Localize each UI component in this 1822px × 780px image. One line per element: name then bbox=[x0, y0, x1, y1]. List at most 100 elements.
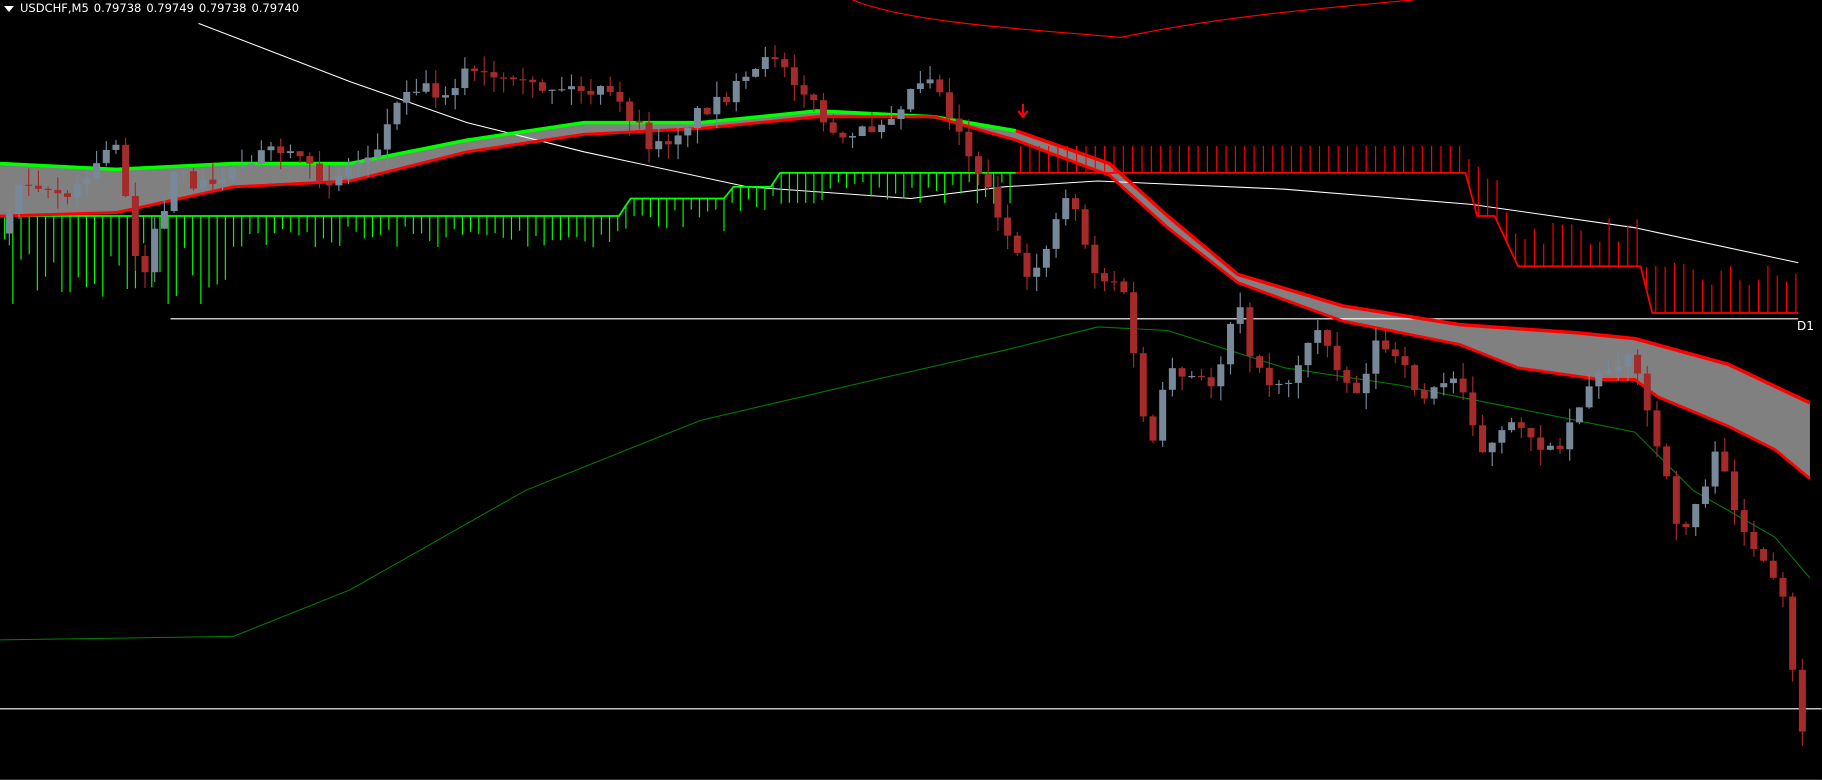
bear-candle bbox=[1197, 375, 1205, 378]
long-moving-average bbox=[0, 326, 1811, 641]
bear-candle bbox=[34, 185, 42, 189]
bear-candle bbox=[839, 132, 847, 138]
bull-candle bbox=[1188, 375, 1196, 378]
bull-candle bbox=[1372, 340, 1380, 374]
bear-candle bbox=[781, 59, 789, 68]
bear-candle bbox=[1682, 523, 1690, 528]
bear-candle bbox=[44, 188, 52, 190]
bull-candle bbox=[73, 184, 81, 197]
bull-candle bbox=[5, 214, 13, 234]
sell-arrow-icon bbox=[1017, 103, 1029, 119]
bear-candle bbox=[626, 101, 634, 121]
bull-candle bbox=[916, 83, 924, 90]
bull-candle bbox=[1440, 383, 1448, 388]
bear-candle bbox=[819, 100, 827, 123]
bear-candle bbox=[480, 71, 488, 73]
bear-candle bbox=[1323, 330, 1331, 346]
bear-candle bbox=[296, 151, 304, 157]
bull-candle bbox=[151, 228, 159, 273]
chart-header: USDCHF,M5 0.79738 0.79749 0.79738 0.79740 bbox=[4, 1, 304, 15]
bull-candle bbox=[858, 126, 866, 137]
bear-candle bbox=[1634, 354, 1642, 374]
bear-candle bbox=[1459, 378, 1467, 393]
bull-candle bbox=[403, 91, 411, 103]
bull-candle bbox=[548, 89, 556, 91]
bear-candle bbox=[1769, 560, 1777, 578]
bear-candle bbox=[1420, 390, 1428, 399]
bull-candle bbox=[451, 88, 459, 96]
bull-candle bbox=[655, 141, 663, 150]
bull-candle bbox=[102, 149, 110, 164]
bear-candle bbox=[577, 86, 585, 91]
dropdown-triangle-icon[interactable] bbox=[4, 5, 14, 12]
bear-candle bbox=[509, 77, 517, 80]
bull-candle bbox=[1227, 323, 1235, 365]
bear-candle bbox=[936, 79, 944, 93]
bull-candle bbox=[1488, 442, 1496, 453]
bull-candle bbox=[1546, 445, 1554, 450]
close-value: 0.79740 bbox=[251, 1, 300, 15]
cloud-upper-edge-bull bbox=[0, 109, 1017, 172]
bull-candle bbox=[1711, 451, 1719, 487]
bear-candle bbox=[771, 57, 779, 60]
symbol-label: USDCHF,M5 bbox=[20, 1, 89, 15]
bear-candle bbox=[1469, 392, 1477, 426]
bull-candle bbox=[1217, 364, 1225, 387]
bull-candle bbox=[1294, 365, 1302, 383]
bull-candle bbox=[558, 89, 566, 91]
bull-candle bbox=[849, 136, 857, 138]
bull-candle bbox=[257, 150, 265, 164]
bull-candle bbox=[461, 68, 469, 89]
bear-candle bbox=[1023, 252, 1031, 277]
upper-channel-line bbox=[852, 0, 1413, 38]
bear-candle bbox=[868, 126, 876, 132]
support-stepline bbox=[0, 171, 1016, 217]
bull-candle bbox=[267, 146, 275, 151]
bear-candle bbox=[538, 82, 546, 91]
bear-candle bbox=[606, 86, 614, 92]
bull-candle bbox=[674, 135, 682, 145]
bull-candle bbox=[160, 211, 168, 229]
bull-candle bbox=[238, 165, 246, 168]
bull-candle bbox=[693, 108, 701, 129]
bull-candle bbox=[1062, 198, 1070, 220]
bear-candle bbox=[1479, 425, 1487, 453]
bull-candle bbox=[1159, 389, 1167, 441]
bear-candle bbox=[1391, 349, 1399, 357]
bull-candle bbox=[112, 144, 120, 150]
bull-candle bbox=[354, 162, 362, 166]
bear-candle bbox=[1013, 235, 1021, 253]
bull-candle bbox=[1052, 219, 1060, 249]
bear-candle bbox=[1760, 549, 1768, 561]
bear-candle bbox=[829, 122, 837, 133]
bear-candle bbox=[1101, 273, 1109, 282]
bear-candle bbox=[1750, 531, 1758, 550]
bull-candle bbox=[713, 96, 721, 115]
bull-candle bbox=[1430, 387, 1438, 399]
bull-candle bbox=[441, 95, 449, 98]
bull-candle bbox=[1033, 267, 1041, 277]
cloud-upper-edge-bear bbox=[1015, 129, 1811, 405]
bull-candle bbox=[1304, 342, 1312, 366]
bear-candle bbox=[529, 79, 537, 83]
bear-candle bbox=[1527, 427, 1535, 438]
bear-candle bbox=[723, 96, 731, 103]
bear-candle bbox=[315, 163, 323, 181]
bear-candle bbox=[1246, 307, 1254, 357]
bull-candle bbox=[1449, 378, 1457, 384]
bull-candle bbox=[1285, 382, 1293, 385]
bear-candle bbox=[1265, 367, 1273, 386]
bull-candle bbox=[335, 176, 343, 186]
bull-candle bbox=[286, 151, 294, 154]
bear-candle bbox=[1256, 356, 1264, 368]
bear-candle bbox=[1130, 292, 1138, 354]
bear-candle bbox=[790, 67, 798, 86]
bear-candle bbox=[122, 144, 130, 196]
bull-candle bbox=[1362, 373, 1370, 394]
bear-candle bbox=[945, 92, 953, 119]
bear-candle bbox=[955, 118, 963, 132]
bear-candle bbox=[490, 72, 498, 78]
bull-candle bbox=[15, 184, 23, 215]
